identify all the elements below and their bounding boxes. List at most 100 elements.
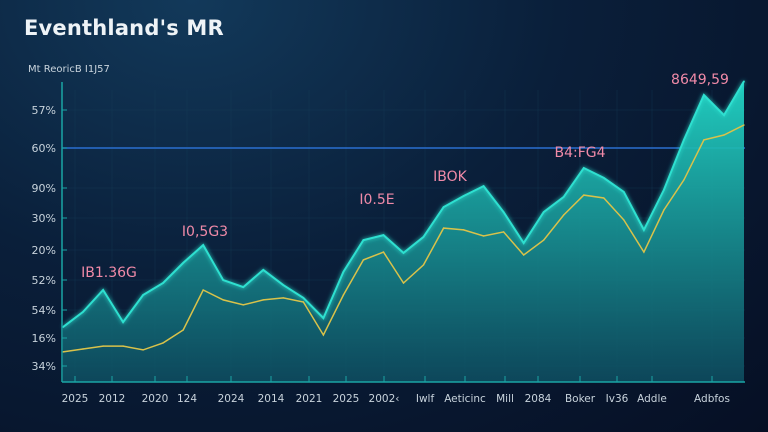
data-point-cyan [82, 311, 84, 313]
x-tick-label: Aeticinc [444, 393, 486, 405]
data-point-cyan [222, 279, 225, 281]
data-point-yellow [222, 299, 224, 301]
y-tick-label: 30% [32, 212, 56, 225]
chart-subtitle: Mt ReoricB I1J57 [28, 64, 110, 75]
data-point-yellow [502, 231, 505, 233]
data-point-yellow [322, 334, 325, 336]
y-tick-label: 90% [32, 182, 56, 195]
series-area [63, 81, 744, 382]
data-annotation: I0,5G3 [182, 224, 228, 240]
data-point-yellow [623, 219, 625, 221]
x-tick-label: 2002‹ [369, 393, 400, 405]
data-point-cyan [482, 185, 485, 187]
y-tick-label: 34% [32, 360, 56, 373]
data-point-yellow [262, 299, 264, 301]
data-point-yellow [643, 251, 645, 253]
data-point-cyan [723, 114, 725, 116]
data-point-yellow [482, 235, 485, 237]
data-point-cyan [663, 189, 665, 191]
data-point-cyan [442, 206, 445, 208]
data-point-cyan [462, 195, 465, 197]
data-point-yellow [242, 304, 244, 306]
data-point-cyan [522, 242, 525, 244]
y-tick-label: 54% [32, 304, 56, 317]
data-point-yellow [362, 259, 365, 261]
data-point-yellow [723, 134, 725, 136]
x-tick-label: Boker [565, 393, 596, 405]
data-annotation: 8649,59 [671, 72, 729, 88]
data-point-yellow [202, 289, 204, 291]
data-point-yellow [563, 214, 565, 216]
x-tick-label: Adbfos [694, 393, 730, 405]
x-tick-label: 2020 [142, 393, 169, 405]
y-tick-label: 20% [32, 244, 56, 257]
data-point-yellow [462, 229, 465, 231]
data-point-yellow [122, 345, 124, 347]
data-point-yellow [142, 349, 144, 351]
data-point-yellow [442, 227, 445, 229]
data-point-yellow [743, 124, 745, 126]
data-annotation: B4:FG4 [554, 145, 605, 161]
x-tick-label: Addle [637, 393, 667, 405]
x-tick-label: 2025 [333, 393, 360, 405]
chart-title: Eventhland's MR [24, 16, 224, 40]
data-point-cyan [262, 269, 265, 271]
data-point-yellow [683, 179, 685, 181]
data-point-cyan [342, 271, 345, 273]
data-point-cyan [562, 196, 565, 198]
data-point-cyan [542, 211, 545, 213]
y-tick-label: 57% [32, 104, 56, 117]
x-tick-label: 2025 [62, 393, 89, 405]
data-point-yellow [522, 254, 525, 256]
data-point-cyan [182, 262, 184, 264]
data-point-cyan [643, 229, 645, 231]
data-point-cyan [402, 252, 405, 254]
data-point-yellow [182, 329, 184, 331]
data-point-yellow [603, 197, 605, 199]
data-point-yellow [703, 139, 705, 141]
x-tick-label: 2084 [525, 393, 552, 405]
data-point-yellow [82, 348, 84, 350]
data-point-cyan [162, 282, 164, 284]
x-tick-label: Mill [496, 393, 514, 405]
data-point-yellow [663, 209, 665, 211]
data-point-cyan [683, 139, 685, 141]
data-point-cyan [302, 297, 305, 299]
data-point-cyan [582, 167, 585, 169]
data-point-cyan [122, 321, 124, 323]
data-point-yellow [402, 282, 405, 284]
data-point-yellow [543, 239, 545, 241]
y-tick-label: 60% [32, 142, 56, 155]
data-point-cyan [382, 234, 385, 236]
data-point-cyan [703, 94, 705, 96]
data-point-cyan [202, 244, 205, 246]
data-annotation: I0.5E [359, 192, 394, 208]
data-point-yellow [583, 194, 585, 196]
x-tick-label: Iv36 [606, 393, 629, 405]
data-annotation: IB1.36G [81, 265, 137, 281]
data-point-cyan [322, 317, 325, 319]
y-tick-label: 52% [32, 274, 56, 287]
y-tick-label: 16% [32, 332, 56, 345]
data-point-yellow [342, 294, 345, 296]
data-annotation: IBOK [433, 169, 468, 185]
data-point-cyan [142, 294, 144, 296]
data-point-cyan [102, 289, 104, 291]
data-point-yellow [282, 297, 285, 299]
data-point-cyan [242, 286, 245, 288]
data-point-cyan [602, 177, 605, 179]
data-point-yellow [382, 251, 385, 253]
x-tick-label: 2021 [296, 393, 323, 405]
x-tick-label: 2024 [218, 393, 245, 405]
data-point-cyan [362, 239, 365, 241]
data-point-cyan [422, 236, 425, 238]
data-point-cyan [502, 211, 505, 213]
data-point-yellow [162, 342, 164, 344]
x-tick-label: 2014 [258, 393, 285, 405]
data-point-yellow [422, 264, 425, 266]
x-tick-label: 2012 [99, 393, 126, 405]
data-point-yellow [102, 345, 104, 347]
x-tick-label: 124 [177, 393, 197, 405]
data-point-yellow [302, 301, 305, 303]
